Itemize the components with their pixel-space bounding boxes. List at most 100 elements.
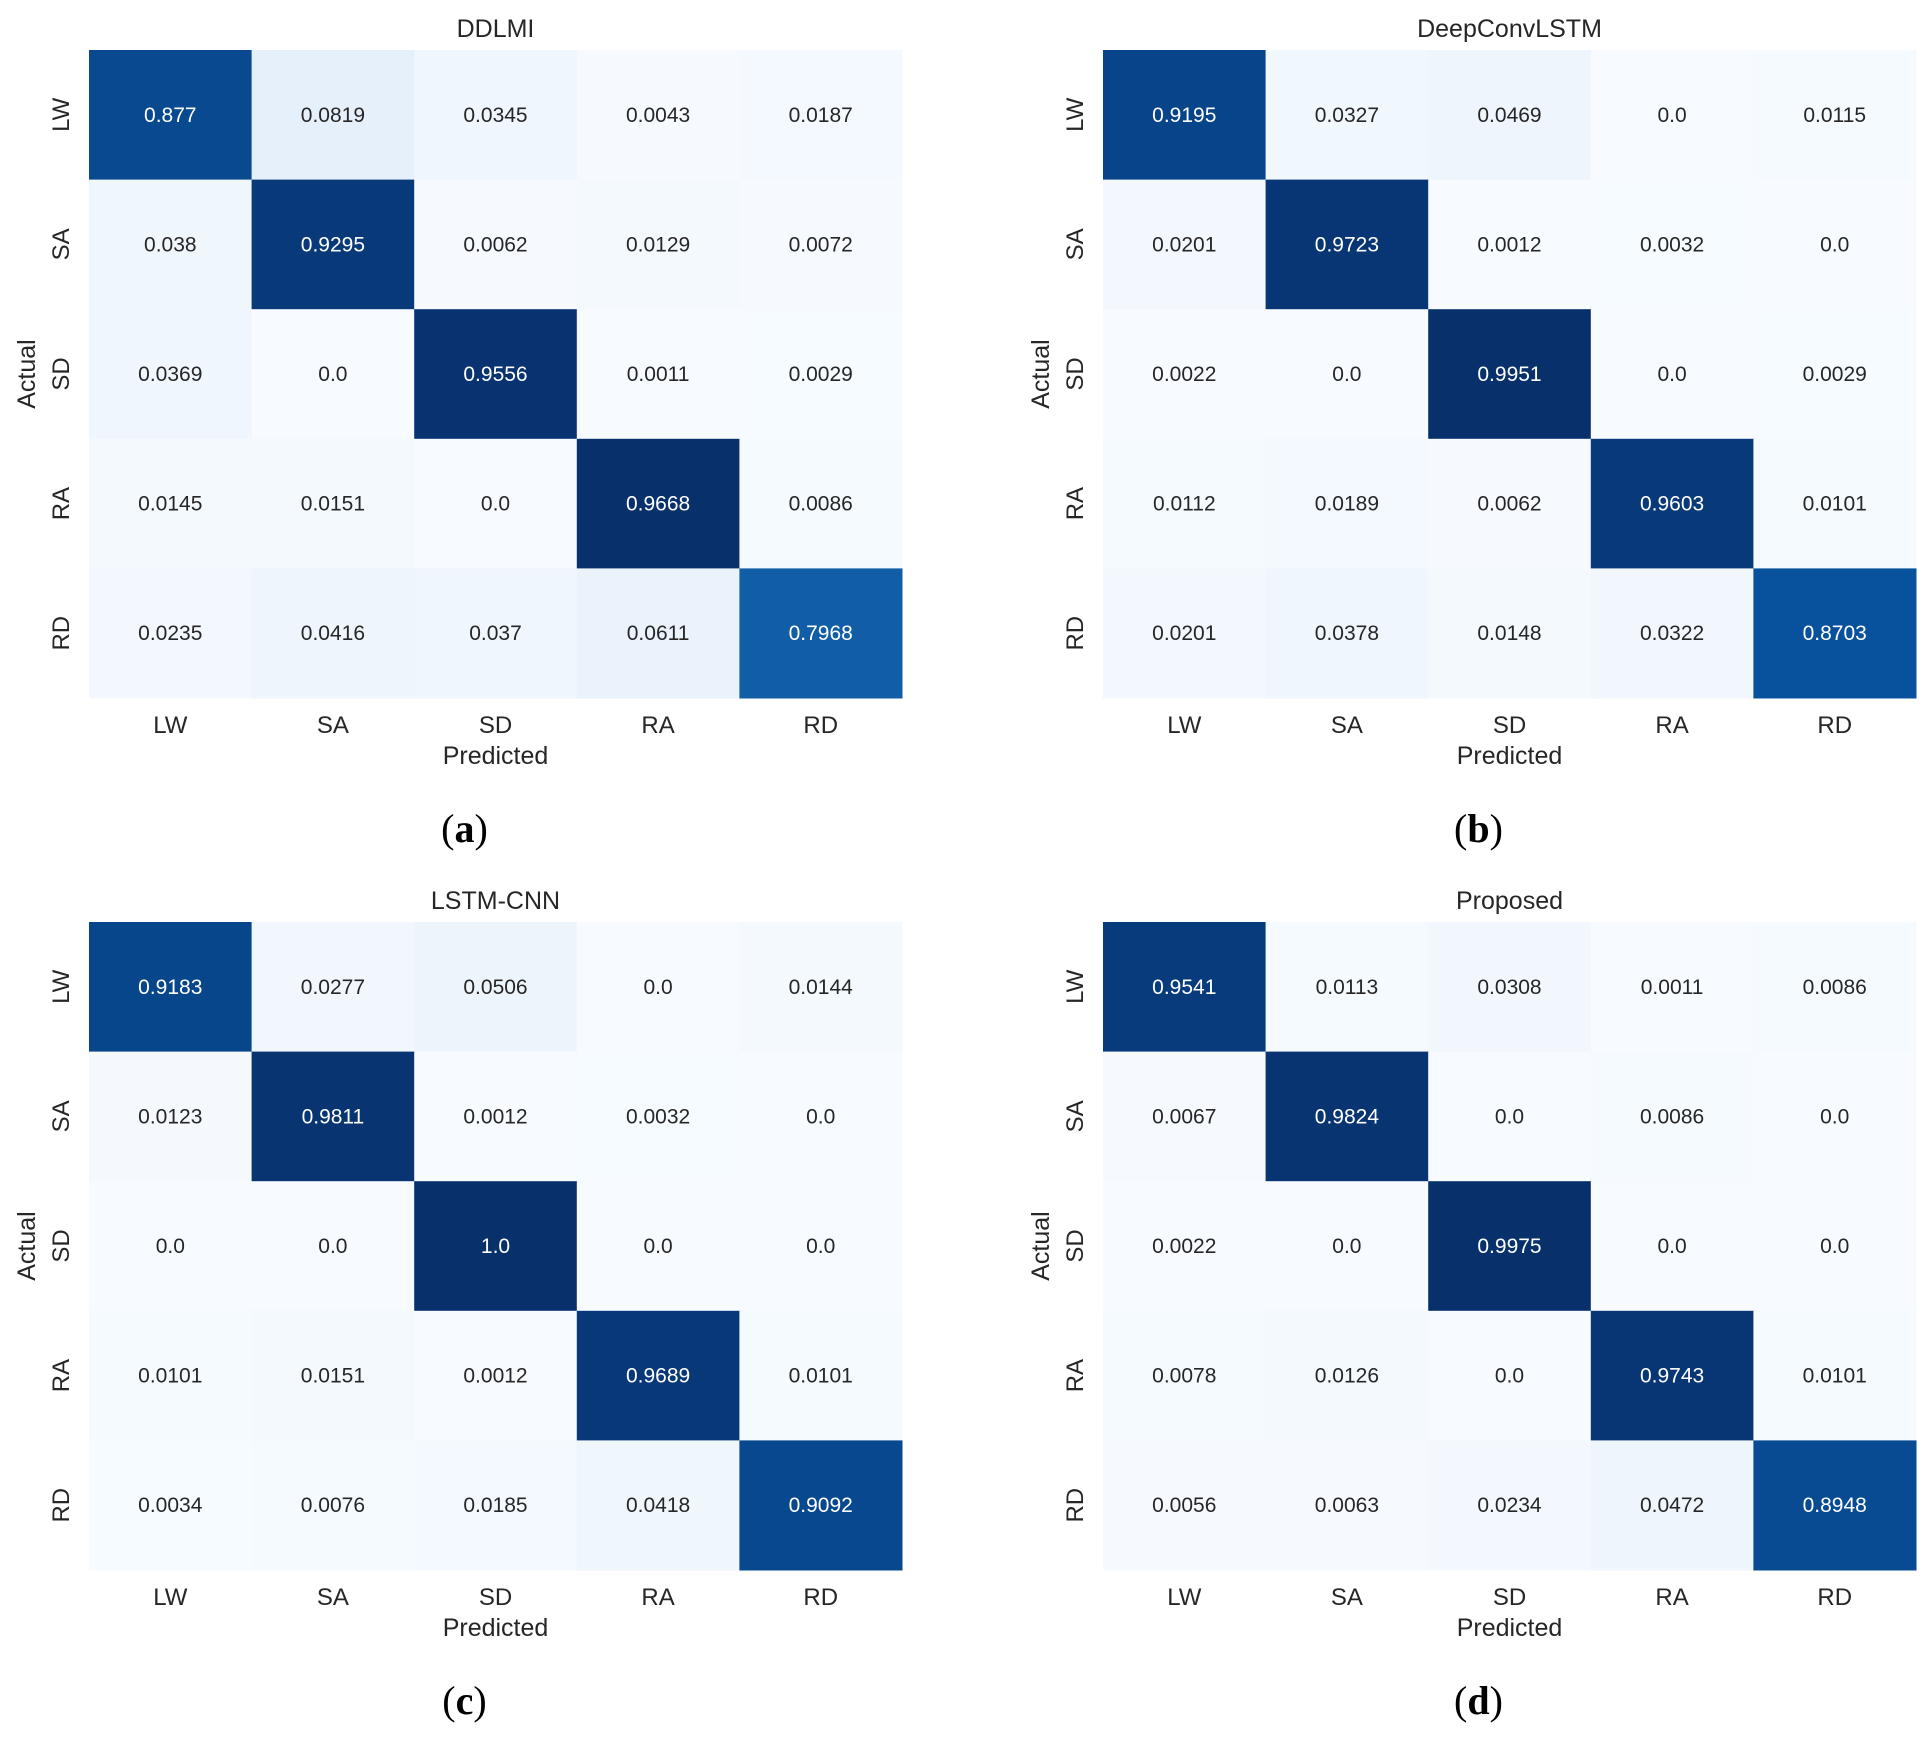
cell-value-label: 0.0101 (138, 1365, 202, 1388)
cell-value-label: 0.9195 (1152, 104, 1216, 127)
cell-value-label: 0.0 (806, 1235, 835, 1258)
cell-value-label: 0.8948 (1803, 1494, 1867, 1517)
cell-value-label: 0.0 (1657, 104, 1686, 127)
x-tick-label: SD (1493, 712, 1526, 739)
cell-value-label: 0.0012 (463, 1105, 527, 1128)
cell-value-label: 0.0 (1332, 363, 1361, 386)
cell-value-label: 0.0113 (1316, 976, 1379, 999)
heatmap-cell (89, 1310, 253, 1441)
cell-value-label: 0.0126 (1315, 1365, 1379, 1388)
heatmap-cell (1590, 438, 1754, 569)
y-tick-label: SD (1062, 1229, 1089, 1262)
y-tick-label: RA (1062, 1359, 1089, 1392)
cell-value-label: 0.0189 (1315, 493, 1379, 516)
cell-value-label: 0.0086 (1640, 1105, 1704, 1128)
heatmap-cell (1590, 1440, 1754, 1571)
cell-value-label: 0.0101 (1803, 1365, 1867, 1388)
cell-value-label: 0.0378 (1315, 622, 1379, 645)
heatmap-cell (414, 568, 578, 699)
heatmap-cell (1428, 922, 1592, 1053)
heatmap-cell (1590, 568, 1754, 699)
cell-value-label: 0.0034 (138, 1494, 203, 1517)
cell-value-label: 0.0201 (1152, 233, 1216, 256)
heatmap-cell (414, 50, 578, 181)
y-axis-label: Actual (13, 1211, 41, 1280)
cell-value-label: 0.0011 (627, 363, 690, 386)
heatmap-cell (89, 1051, 253, 1182)
cell-value-label: 0.0012 (463, 1365, 527, 1388)
y-tick-label: RD (48, 1488, 75, 1523)
heatmap-cell (576, 309, 740, 440)
cell-value-label: 0.0 (1820, 233, 1849, 256)
heatmap-cell (1103, 179, 1267, 310)
heatmap-cell (1428, 568, 1592, 699)
heatmap-cell (251, 438, 415, 569)
cell-value-label: 0.0 (1657, 363, 1686, 386)
cell-value-label: 0.0 (481, 493, 510, 516)
x-axis-label: Predicted (1457, 742, 1563, 770)
cell-value-label: 0.0 (1495, 1365, 1524, 1388)
x-tick-label: SA (1331, 1584, 1363, 1611)
cell-value-label: 0.0308 (1477, 976, 1541, 999)
heatmap-cell (1753, 179, 1917, 310)
cell-value-label: 0.0086 (1803, 976, 1867, 999)
heatmap-cell (739, 568, 903, 699)
heatmap-cell (1265, 50, 1429, 181)
heatmap-cell (1428, 50, 1592, 181)
panel-caption-letter: a (455, 806, 475, 851)
cell-value-label: 0.0 (643, 976, 672, 999)
heatmap-cell (1753, 568, 1917, 699)
cell-value-label: 0.0022 (1152, 1235, 1216, 1258)
cell-value-label: 0.0369 (138, 363, 202, 386)
cell-value-label: 0.0086 (789, 493, 853, 516)
heatmap-cell (251, 1440, 415, 1571)
cell-value-label: 0.9183 (138, 976, 202, 999)
heatmap-cell (739, 1181, 903, 1312)
heatmap-cell (251, 309, 415, 440)
x-tick-label: LW (153, 1584, 188, 1611)
cell-value-label: 0.9092 (789, 1494, 853, 1517)
heatmap-cell (414, 1051, 578, 1182)
cell-value-label: 0.0 (1657, 1235, 1686, 1258)
heatmap-cell (739, 438, 903, 569)
heatmap-cell (1428, 1310, 1592, 1441)
heatmap-cell (1265, 568, 1429, 699)
x-tick-label: LW (1167, 712, 1202, 739)
panel-caption-letter: b (1467, 806, 1489, 851)
cell-value-label: 0.0472 (1640, 1494, 1704, 1517)
cell-value-label: 0.0076 (301, 1494, 365, 1517)
cell-value-label: 0.0011 (1641, 976, 1704, 999)
heatmap-cell (1265, 1051, 1429, 1182)
cell-value-label: 0.9975 (1477, 1235, 1541, 1258)
cell-value-label: 0.7968 (789, 622, 853, 645)
x-tick-label: RD (1817, 712, 1852, 739)
heatmap-cell (739, 50, 903, 181)
cell-value-label: 0.0416 (301, 622, 365, 645)
x-tick-label: RA (641, 712, 674, 739)
heatmap-cell (251, 50, 415, 181)
heatmap-cell (1428, 179, 1592, 310)
panel-caption: (c) (442, 1678, 486, 1723)
cell-value-label: 0.9556 (463, 363, 527, 386)
heatmap-cell (1265, 179, 1429, 310)
cell-value-label: 0.0 (318, 363, 347, 386)
heatmap-cell (1265, 438, 1429, 569)
cell-value-label: 0.0 (156, 1235, 185, 1258)
heatmap-cell (576, 438, 740, 569)
y-tick-label: SD (48, 1229, 75, 1262)
cell-value-label: 0.0123 (138, 1105, 202, 1128)
cell-value-label: 0.0 (1332, 1235, 1361, 1258)
cell-value-label: 0.0 (1820, 1235, 1849, 1258)
cell-value-label: 0.8703 (1803, 622, 1867, 645)
heatmap-cell (1103, 1310, 1267, 1441)
x-tick-label: RD (1817, 1584, 1852, 1611)
cell-value-label: 0.0067 (1152, 1105, 1216, 1128)
cell-value-label: 0.0 (1820, 1105, 1849, 1128)
cell-value-label: 0.0322 (1640, 622, 1704, 645)
cell-value-label: 0.038 (144, 233, 197, 256)
heatmap-cell (1428, 309, 1592, 440)
y-tick-label: SA (48, 1100, 75, 1132)
cell-value-label: 0.0235 (138, 622, 202, 645)
heatmap-cell (576, 922, 740, 1053)
heatmap-cell (1753, 1181, 1917, 1312)
